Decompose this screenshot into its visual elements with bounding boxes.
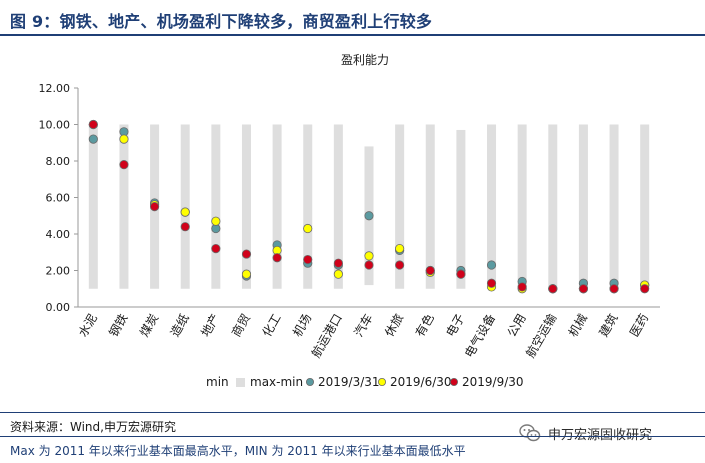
range-bar <box>333 124 343 289</box>
range-bar <box>425 124 435 289</box>
y-tick-label: 12.00 <box>39 82 71 95</box>
marker-2019-09-30 <box>517 282 527 292</box>
marker-2019-09-30 <box>578 284 589 294</box>
marker-2019-09-30 <box>640 284 650 294</box>
legend-label-2019-06-30: 2019/6/30 <box>390 375 452 389</box>
range-bar <box>88 124 98 289</box>
figure-title: 图 9：钢铁、地产、机场盈利下降较多，商贸盈利上行较多 <box>10 12 433 31</box>
legend-label-min: min <box>206 375 229 389</box>
x-tick-label: 电子 <box>443 312 467 340</box>
brand-name: 申万宏源固收研究 <box>548 427 653 443</box>
x-tick-label: 煤炭 <box>137 312 161 340</box>
chart-title: 盈利能力 <box>341 53 389 67</box>
legend: min max-min 2019/3/31 2019/6/30 2019/9/30 <box>192 375 524 389</box>
marker-2019-06-30 <box>333 269 343 279</box>
x-tick-label: 有色 <box>413 312 437 340</box>
marker-2019-09-30 <box>425 265 435 276</box>
range-bar <box>303 124 313 289</box>
y-tick-label: 4.00 <box>46 228 71 241</box>
title-bar: 图 9：钢铁、地产、机场盈利下降较多，商贸盈利上行较多 <box>0 0 705 36</box>
legend-label-2019-03-31: 2019/3/31 <box>318 375 380 389</box>
x-tick-label: 钢铁 <box>106 312 130 340</box>
marker-2019-09-30 <box>333 258 343 268</box>
legend-swatch-min <box>192 377 201 386</box>
range-bar <box>180 124 190 289</box>
range-bar <box>241 124 251 289</box>
legend-marker-2019-09-30 <box>449 377 458 386</box>
marker-2019-03-31 <box>88 134 98 144</box>
range-bar <box>119 124 129 289</box>
marker-2019-09-30 <box>241 249 252 259</box>
legend-marker-2019-06-30 <box>377 377 386 386</box>
x-tick-label: 化工 <box>260 312 284 340</box>
legend-swatch-max-min <box>236 378 245 387</box>
range-bar <box>548 124 558 289</box>
marker-2019-06-30 <box>119 134 129 144</box>
x-tick-label: 机械 <box>565 311 590 339</box>
range-bar <box>211 124 221 289</box>
y-tick-label: 2.00 <box>46 265 71 278</box>
marker-2019-03-31 <box>364 211 374 221</box>
marker-2019-06-30 <box>241 269 252 279</box>
marker-2019-06-30 <box>211 216 221 226</box>
y-tick-label: 6.00 <box>46 192 71 205</box>
range-bar <box>272 124 282 289</box>
x-tick-label: 地产 <box>198 312 222 340</box>
marker-2019-09-30 <box>88 119 98 130</box>
marker-2019-06-30 <box>364 251 374 261</box>
marker-2019-09-30 <box>272 253 282 263</box>
marker-2019-09-30 <box>486 278 497 288</box>
range-bar <box>609 124 619 289</box>
footer-divider-2 <box>0 436 705 437</box>
plot-area: 0.00 2.00 4.00 6.00 8.00 10.00 12.00 水泥 钢铁 煤炭 造纸 地产… <box>39 82 660 360</box>
marker-2019-09-30 <box>548 284 558 294</box>
note-text: Max 为 2011 年以来行业基本面最高水平，MIN 为 2011 年以来行业… <box>10 444 466 458</box>
x-tick-label: 汽车 <box>351 311 376 339</box>
range-bar <box>456 129 466 289</box>
y-tick-label: 8.00 <box>46 155 71 168</box>
brand: 申万宏源固收研究 <box>518 421 652 445</box>
x-tick-label: 医药 <box>627 312 651 340</box>
legend-label-max-min: max-min <box>250 375 303 389</box>
marker-2019-09-30 <box>180 222 190 232</box>
range-bar <box>578 124 588 289</box>
marker-2019-09-30 <box>119 160 129 170</box>
marker-2019-09-30 <box>395 260 405 270</box>
x-tick-label: 造纸 <box>168 312 192 340</box>
range-bar <box>640 124 650 289</box>
marker-2019-06-30 <box>395 244 405 254</box>
range-bar <box>487 124 497 289</box>
x-tick-label: 休旅 <box>382 312 406 340</box>
marker-2019-06-30 <box>180 207 190 217</box>
wechat-icon <box>518 421 542 445</box>
marker-2019-03-31 <box>486 260 497 270</box>
marker-2019-09-30 <box>211 244 221 254</box>
y-tick-label: 10.00 <box>39 119 71 132</box>
x-tick-label: 建筑 <box>596 311 621 339</box>
x-tick-label: 商贸 <box>228 311 253 339</box>
x-tick-label: 公用 <box>505 312 529 340</box>
marker-2019-09-30 <box>364 260 374 270</box>
x-tick-label: 机场 <box>290 312 314 340</box>
legend-label-2019-09-30: 2019/9/30 <box>462 375 524 389</box>
x-tick-label: 水泥 <box>76 312 100 340</box>
chart: 盈利能力 0.00 2.00 4.00 6.00 8.00 10.00 12.00 水泥 钢铁煤… <box>39 53 660 389</box>
marker-2019-09-30 <box>149 202 160 212</box>
source-text: 资料来源：Wind,申万宏源研究 <box>10 420 176 434</box>
range-bar <box>395 124 405 289</box>
range-bar <box>517 124 527 289</box>
legend-marker-2019-03-31 <box>305 377 314 386</box>
footer-divider <box>0 412 705 413</box>
marker-2019-09-30 <box>303 254 313 265</box>
y-tick-label: 0.00 <box>46 301 71 314</box>
marker-2019-06-30 <box>303 223 313 234</box>
marker-2019-09-30 <box>456 269 466 279</box>
marker-2019-09-30 <box>609 284 619 294</box>
